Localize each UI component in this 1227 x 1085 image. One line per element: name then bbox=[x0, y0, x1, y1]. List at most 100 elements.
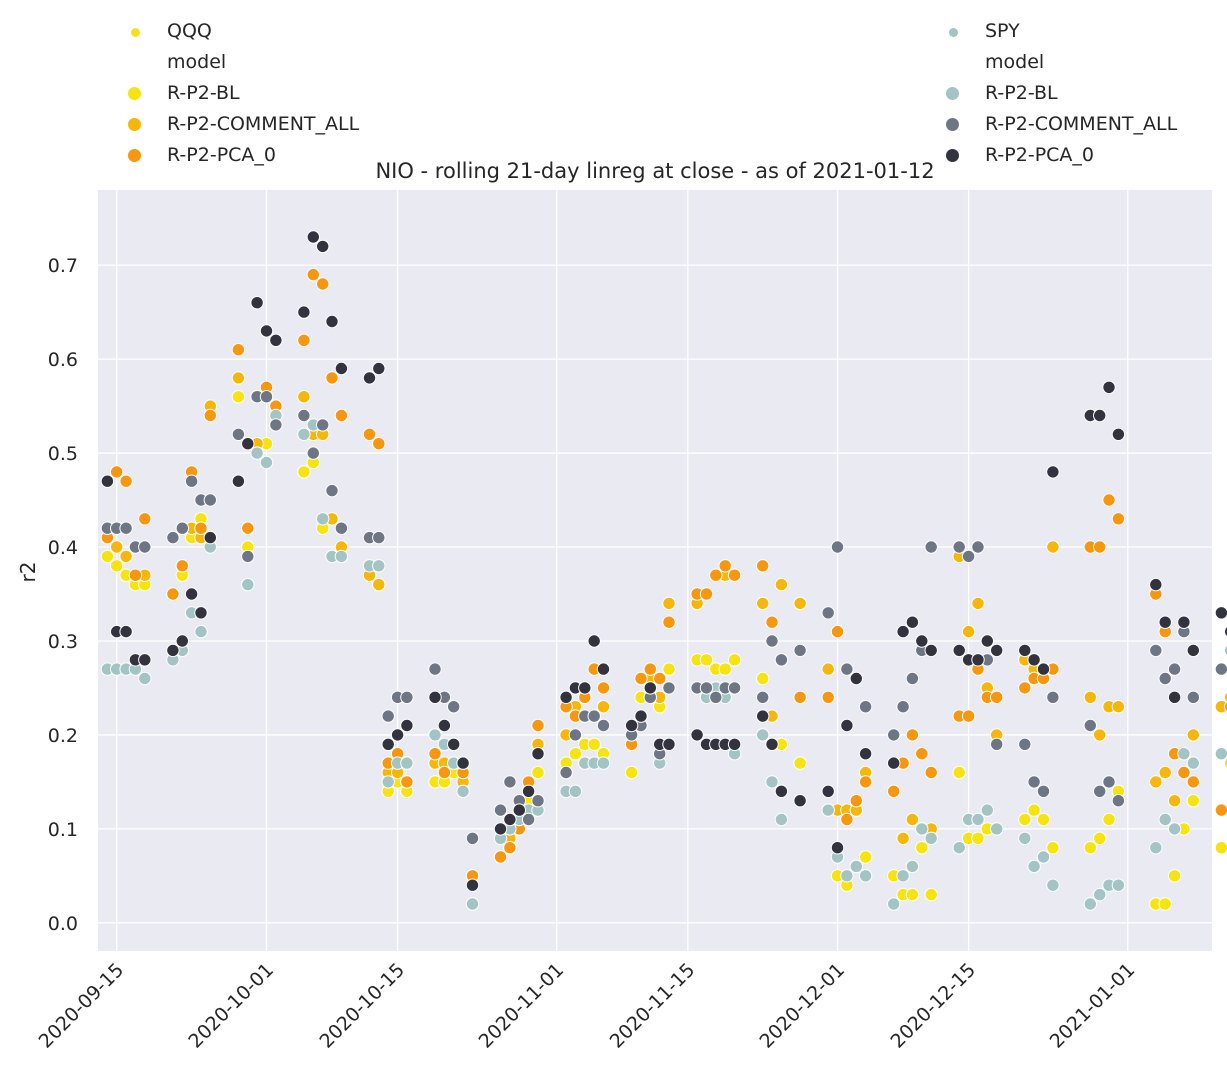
data-point bbox=[727, 681, 742, 695]
data-point bbox=[1224, 701, 1227, 713]
data-point bbox=[980, 634, 994, 648]
data-point bbox=[596, 662, 611, 676]
data-point bbox=[166, 643, 180, 658]
data-point bbox=[596, 718, 611, 733]
data-point bbox=[1102, 493, 1116, 507]
data-point bbox=[643, 662, 657, 676]
data-point bbox=[531, 747, 545, 761]
data-point bbox=[138, 653, 152, 667]
legend-entry-r-p2-pca-0: R-P2-PCA_0 bbox=[108, 140, 408, 171]
data-point bbox=[1027, 859, 1041, 874]
data-point bbox=[1093, 540, 1107, 554]
data-point bbox=[241, 437, 255, 451]
data-point bbox=[119, 474, 133, 488]
data-point bbox=[840, 812, 854, 827]
data-point bbox=[100, 474, 115, 488]
data-point bbox=[1214, 803, 1227, 817]
data-point bbox=[306, 230, 320, 244]
data-point bbox=[297, 305, 311, 319]
data-point bbox=[596, 700, 611, 714]
data-point bbox=[1214, 606, 1227, 620]
grid-layer bbox=[98, 190, 1212, 951]
data-point bbox=[952, 841, 966, 855]
data-point bbox=[905, 812, 920, 827]
data-point bbox=[559, 765, 573, 780]
data-point bbox=[531, 718, 545, 733]
data-point bbox=[858, 775, 873, 789]
data-point bbox=[531, 794, 545, 808]
legend-marker bbox=[128, 118, 141, 131]
data-point bbox=[400, 690, 414, 704]
data-point bbox=[1214, 662, 1227, 676]
data-point bbox=[896, 831, 910, 845]
data-point bbox=[924, 831, 938, 845]
data-point bbox=[241, 549, 255, 564]
data-point bbox=[971, 831, 985, 845]
data-point bbox=[362, 427, 377, 441]
data-point bbox=[269, 418, 283, 432]
data-point bbox=[203, 530, 218, 545]
data-point bbox=[447, 700, 461, 714]
data-point bbox=[1167, 822, 1182, 836]
data-point bbox=[400, 775, 414, 789]
data-point bbox=[774, 784, 789, 798]
data-point bbox=[887, 784, 901, 798]
data-point bbox=[849, 671, 863, 686]
data-point bbox=[194, 624, 208, 639]
data-point bbox=[990, 822, 1004, 836]
data-point bbox=[1027, 653, 1041, 667]
data-point bbox=[334, 521, 349, 535]
data-point bbox=[1093, 831, 1107, 845]
data-point bbox=[793, 643, 807, 658]
data-point bbox=[858, 850, 873, 864]
data-point bbox=[1083, 690, 1098, 704]
x-tick-label: 2020-10-15 bbox=[315, 959, 409, 1053]
data-point bbox=[990, 737, 1004, 751]
data-point bbox=[1177, 765, 1191, 780]
legend-label: model bbox=[985, 51, 1045, 73]
data-point bbox=[756, 671, 770, 686]
data-point bbox=[756, 559, 770, 573]
data-point bbox=[774, 812, 789, 827]
data-point bbox=[727, 568, 742, 582]
data-point bbox=[840, 718, 854, 733]
data-point bbox=[624, 765, 639, 780]
data-point bbox=[1046, 540, 1060, 554]
data-point bbox=[1036, 784, 1051, 798]
data-point bbox=[774, 653, 789, 667]
data-point bbox=[166, 530, 180, 545]
legend-label: R-P2-COMMENT_ALL bbox=[167, 113, 360, 135]
data-point bbox=[372, 577, 386, 592]
data-point bbox=[980, 803, 994, 817]
data-point bbox=[325, 483, 339, 498]
data-point bbox=[194, 521, 208, 535]
data-point bbox=[372, 361, 386, 376]
legend-label: QQQ bbox=[167, 20, 212, 42]
data-point bbox=[428, 690, 442, 704]
data-point bbox=[662, 596, 676, 611]
data-point bbox=[1214, 747, 1227, 761]
data-point bbox=[428, 747, 442, 761]
data-point bbox=[793, 756, 807, 770]
data-point bbox=[896, 869, 910, 883]
data-point bbox=[1149, 577, 1163, 592]
data-point bbox=[381, 709, 395, 723]
data-point bbox=[1102, 812, 1116, 827]
data-point bbox=[1036, 812, 1051, 827]
data-point bbox=[1036, 850, 1051, 864]
data-point bbox=[905, 671, 920, 686]
y-tick-label: 0.6 bbox=[48, 349, 78, 371]
data-point bbox=[447, 737, 461, 751]
data-point bbox=[793, 794, 807, 808]
legend-label: SPY bbox=[985, 20, 1020, 42]
data-point bbox=[774, 577, 789, 592]
legend-marker bbox=[128, 149, 141, 162]
data-point bbox=[1046, 841, 1060, 855]
data-point bbox=[372, 437, 386, 451]
data-point bbox=[334, 408, 349, 423]
data-point bbox=[1158, 615, 1172, 629]
y-tick-label: 0.4 bbox=[48, 537, 78, 559]
data-point bbox=[896, 700, 910, 714]
plot-area bbox=[98, 190, 1212, 951]
legend-entry-r-p2-bl: R-P2-BL bbox=[108, 78, 408, 109]
